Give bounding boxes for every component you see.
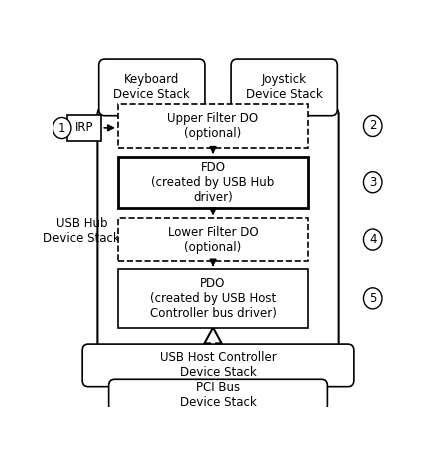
Text: 5: 5 <box>368 292 376 305</box>
Text: 2: 2 <box>368 119 376 133</box>
Text: PCI Bus
Device Stack: PCI Bus Device Stack <box>179 381 256 409</box>
Text: Upper Filter DO
(optional): Upper Filter DO (optional) <box>167 112 258 140</box>
Text: 1: 1 <box>58 122 65 134</box>
Bar <box>118 104 308 148</box>
Text: 3: 3 <box>368 176 376 189</box>
Bar <box>118 218 308 260</box>
FancyBboxPatch shape <box>98 59 204 116</box>
Polygon shape <box>143 109 160 125</box>
Text: Lower Filter DO
(optional): Lower Filter DO (optional) <box>167 226 258 254</box>
FancyBboxPatch shape <box>82 344 353 387</box>
Ellipse shape <box>363 115 381 137</box>
Ellipse shape <box>363 288 381 309</box>
Text: USB Host Controller
Device Stack: USB Host Controller Device Stack <box>159 351 276 379</box>
Text: Keyboard
Device Stack: Keyboard Device Stack <box>113 74 190 101</box>
FancyBboxPatch shape <box>230 59 337 116</box>
Polygon shape <box>209 380 226 396</box>
FancyBboxPatch shape <box>97 107 338 353</box>
Text: 4: 4 <box>368 233 376 246</box>
Text: USB Hub
Device Stack: USB Hub Device Stack <box>43 217 120 245</box>
Ellipse shape <box>52 117 71 138</box>
Ellipse shape <box>363 172 381 193</box>
Bar <box>66 115 101 141</box>
Text: PDO
(created by USB Host
Controller bus driver): PDO (created by USB Host Controller bus … <box>149 277 276 320</box>
Ellipse shape <box>363 229 381 250</box>
Text: FDO
(created by USB Hub
driver): FDO (created by USB Hub driver) <box>151 161 274 204</box>
Text: Joystick
Device Stack: Joystick Device Stack <box>245 74 322 101</box>
FancyBboxPatch shape <box>108 379 327 411</box>
Bar <box>118 157 308 208</box>
Bar <box>118 270 308 328</box>
Polygon shape <box>275 109 292 125</box>
Text: IRP: IRP <box>75 122 93 134</box>
Polygon shape <box>204 328 221 351</box>
